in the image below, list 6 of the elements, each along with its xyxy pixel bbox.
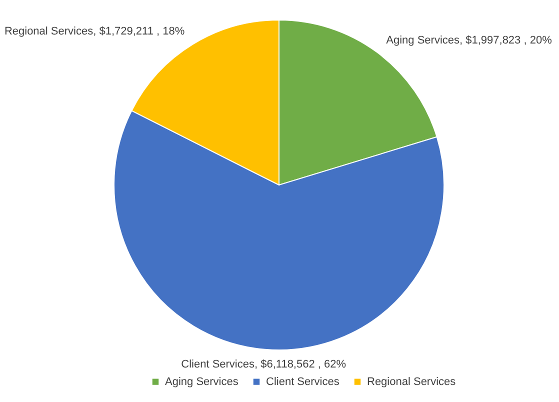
legend-label: Aging Services — [165, 376, 239, 388]
legend-label: Regional Services — [367, 376, 456, 388]
data-label: Regional Services, $1,729,211 , 18% — [4, 26, 185, 38]
legend-label: Client Services — [266, 376, 340, 388]
data-label: Client Services, $6,118,562 , 62% — [181, 358, 346, 370]
data-label: Aging Services, $1,997,823 , 20% — [386, 34, 552, 46]
